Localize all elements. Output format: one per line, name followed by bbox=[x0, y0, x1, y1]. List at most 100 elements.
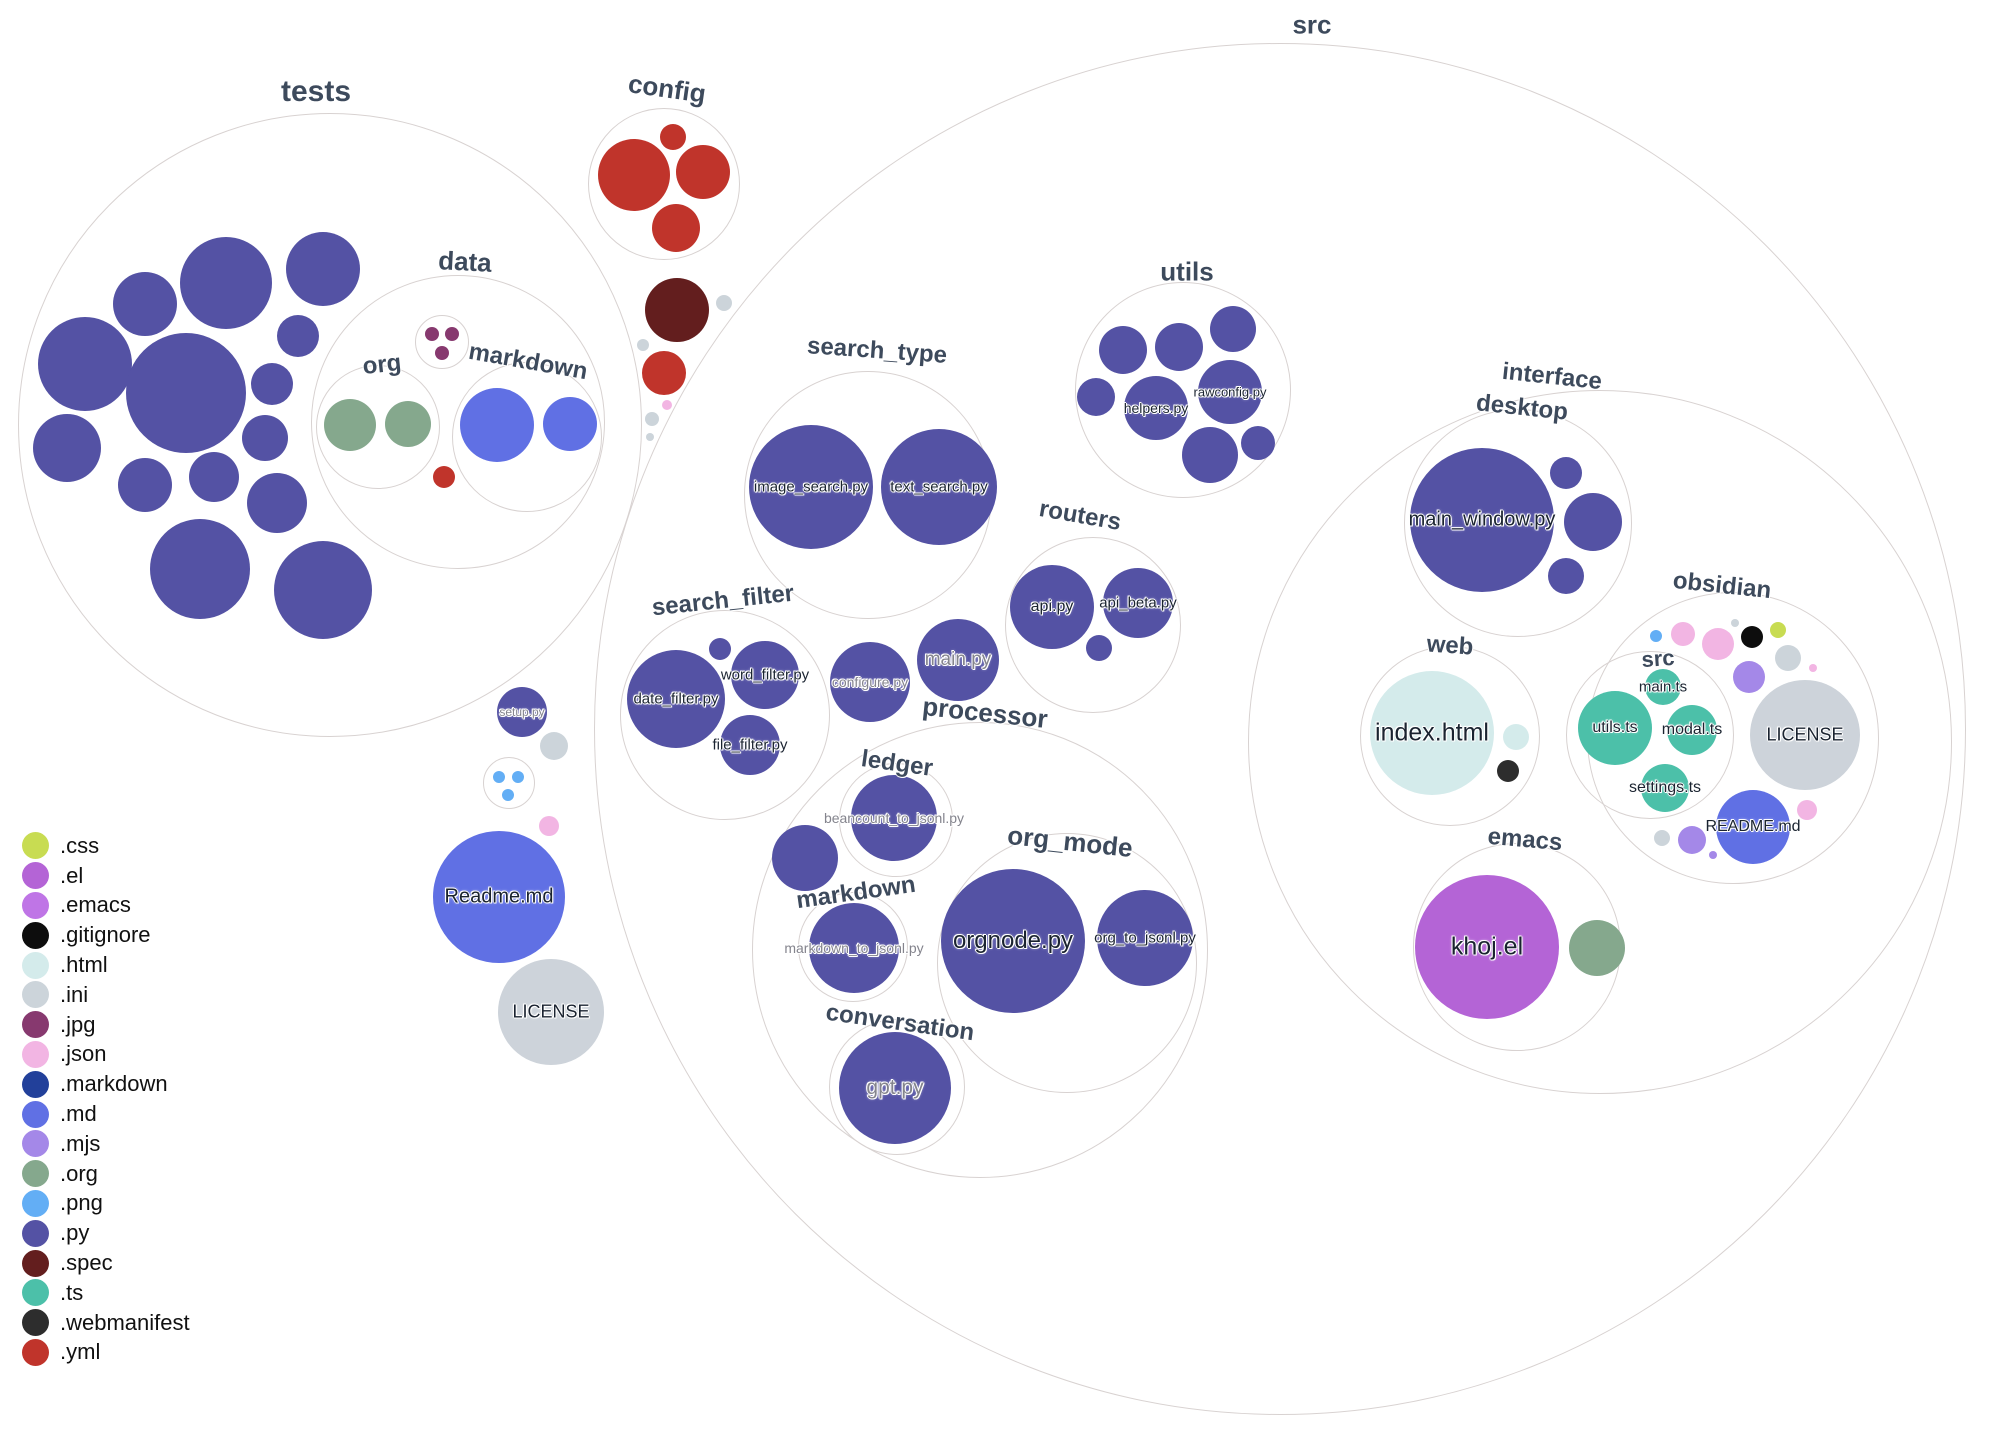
file-webmanifest-72[interactable] bbox=[1497, 760, 1519, 782]
file-py-67[interactable] bbox=[1550, 457, 1582, 489]
file-py-59[interactable] bbox=[1241, 426, 1275, 460]
file-py-54[interactable] bbox=[1210, 306, 1256, 352]
file-mjs-83[interactable] bbox=[1733, 661, 1765, 693]
file-py-13[interactable] bbox=[274, 541, 372, 639]
file-rawconfig.py[interactable] bbox=[1198, 360, 1262, 424]
folder-data[interactable] bbox=[311, 275, 605, 569]
file-py-55[interactable] bbox=[1077, 378, 1115, 416]
folder-png-samples[interactable] bbox=[483, 757, 535, 809]
folder-processor[interactable] bbox=[752, 722, 1208, 1178]
file-md-19[interactable] bbox=[460, 388, 534, 462]
folder-org_mode[interactable] bbox=[937, 833, 1197, 1093]
file-api.py[interactable] bbox=[1010, 565, 1094, 649]
file-beancount_to_jsonl.py[interactable] bbox=[851, 775, 937, 861]
file-py-68[interactable] bbox=[1564, 493, 1622, 551]
file-md-20[interactable] bbox=[543, 397, 597, 451]
file-ini-28[interactable] bbox=[637, 339, 649, 351]
file-yml-24[interactable] bbox=[676, 145, 730, 199]
folder-org[interactable] bbox=[316, 365, 440, 489]
file-json-30[interactable] bbox=[662, 400, 672, 410]
file-org-74[interactable] bbox=[1569, 920, 1625, 976]
file-LICENSE[interactable] bbox=[498, 959, 604, 1065]
file-yml-25[interactable] bbox=[652, 204, 700, 252]
file-mjs-89[interactable] bbox=[1709, 851, 1717, 859]
file-py-60[interactable] bbox=[772, 825, 838, 891]
folder-markdown-processor[interactable] bbox=[798, 892, 908, 1002]
file-py-52[interactable] bbox=[1099, 326, 1147, 374]
file-py-51[interactable] bbox=[1086, 635, 1112, 661]
file-png-36[interactable] bbox=[512, 771, 524, 783]
file-Readme.md[interactable] bbox=[433, 831, 565, 963]
folder-routers[interactable] bbox=[1005, 537, 1181, 713]
file-yml-23[interactable] bbox=[660, 124, 686, 150]
file-image_search.py[interactable] bbox=[749, 425, 873, 549]
file-ini-32[interactable] bbox=[646, 433, 654, 441]
file-org-15[interactable] bbox=[385, 401, 431, 447]
file-py-7[interactable] bbox=[242, 415, 288, 461]
file-jpg-16[interactable] bbox=[425, 327, 439, 341]
file-json-82[interactable] bbox=[1809, 664, 1817, 672]
file-ini-34[interactable] bbox=[540, 732, 568, 760]
file-png-75[interactable] bbox=[1650, 630, 1662, 642]
file-py-58[interactable] bbox=[1182, 427, 1238, 483]
file-py-4[interactable] bbox=[38, 317, 132, 411]
file-png-35[interactable] bbox=[493, 771, 505, 783]
file-ini-31[interactable] bbox=[645, 412, 659, 426]
file-main_window.py[interactable] bbox=[1410, 448, 1554, 592]
file-ini-81[interactable] bbox=[1775, 645, 1801, 671]
folder-jpg-samples[interactable] bbox=[415, 315, 469, 369]
file-khoj.el[interactable] bbox=[1415, 875, 1559, 1019]
file-json-38[interactable] bbox=[539, 816, 559, 836]
file-ini-87[interactable] bbox=[1654, 830, 1670, 846]
file-text_search.py[interactable] bbox=[881, 429, 997, 545]
folder-desktop[interactable] bbox=[1404, 409, 1632, 637]
file-gitignore-79[interactable] bbox=[1741, 626, 1763, 648]
file-utils.ts[interactable] bbox=[1578, 691, 1652, 765]
file-org-14[interactable] bbox=[324, 399, 376, 451]
file-spec-26[interactable] bbox=[645, 278, 709, 342]
file-ini-27[interactable] bbox=[716, 295, 732, 311]
file-LICENSE[interactable] bbox=[1750, 680, 1860, 790]
file-py-0[interactable] bbox=[180, 237, 272, 329]
folder-src-obsidian[interactable] bbox=[1566, 651, 1734, 819]
file-main.ts[interactable] bbox=[1645, 669, 1681, 705]
file-README.md[interactable] bbox=[1716, 790, 1790, 864]
file-date_filter.py[interactable] bbox=[627, 650, 725, 748]
file-py-6[interactable] bbox=[251, 363, 293, 405]
file-py-3[interactable] bbox=[277, 315, 319, 357]
file-gpt.py[interactable] bbox=[839, 1032, 951, 1144]
file-yml-22[interactable] bbox=[598, 139, 670, 211]
folder-src[interactable] bbox=[594, 43, 1966, 1415]
file-py-53[interactable] bbox=[1155, 323, 1203, 371]
file-py-10[interactable] bbox=[189, 452, 239, 502]
file-py-9[interactable] bbox=[118, 458, 172, 512]
file-modal.ts[interactable] bbox=[1667, 705, 1717, 755]
file-orgnode.py[interactable] bbox=[941, 869, 1085, 1013]
folder-interface[interactable] bbox=[1248, 390, 1952, 1094]
file-markdown_to_jsonl.py[interactable] bbox=[809, 903, 899, 993]
file-py-69[interactable] bbox=[1548, 558, 1584, 594]
folder-web[interactable] bbox=[1360, 646, 1540, 826]
file-org_to_jsonl.py[interactable] bbox=[1097, 890, 1193, 986]
file-helpers.py[interactable] bbox=[1124, 376, 1188, 440]
file-word_filter.py[interactable] bbox=[731, 641, 799, 709]
file-configure.py[interactable] bbox=[830, 642, 910, 722]
folder-search_filter[interactable] bbox=[620, 610, 830, 820]
file-yml-21[interactable] bbox=[433, 466, 455, 488]
file-settings.ts[interactable] bbox=[1641, 764, 1689, 812]
file-py-2[interactable] bbox=[113, 272, 177, 336]
file-py-8[interactable] bbox=[33, 414, 101, 482]
file-json-77[interactable] bbox=[1702, 628, 1734, 660]
file-main.py[interactable] bbox=[917, 619, 999, 701]
folder-conversation[interactable] bbox=[829, 1019, 965, 1155]
file-py-48[interactable] bbox=[709, 638, 731, 660]
file-mjs-88[interactable] bbox=[1678, 826, 1706, 854]
file-py-12[interactable] bbox=[150, 519, 250, 619]
file-html-71[interactable] bbox=[1503, 724, 1529, 750]
folder-tests[interactable] bbox=[18, 113, 642, 737]
file-png-37[interactable] bbox=[502, 789, 514, 801]
file-ini-78[interactable] bbox=[1731, 619, 1739, 627]
file-py-5[interactable] bbox=[126, 333, 246, 453]
file-api_beta.py[interactable] bbox=[1103, 568, 1173, 638]
file-file_filter.py[interactable] bbox=[720, 715, 780, 775]
